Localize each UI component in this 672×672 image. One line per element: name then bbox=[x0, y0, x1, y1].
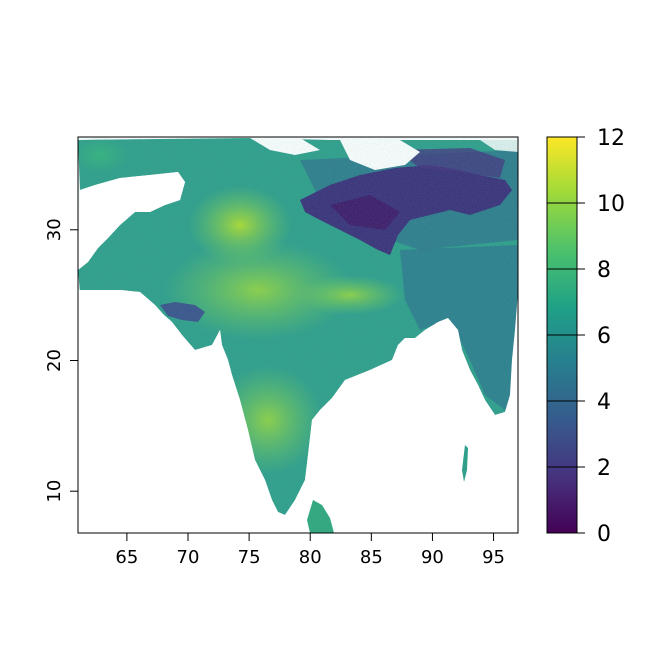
colorbar-ticks: 0 2 4 6 8 10 12 bbox=[547, 126, 625, 547]
y-axis: 10 20 30 bbox=[44, 218, 78, 503]
x-tick-label: 70 bbox=[177, 547, 200, 568]
x-tick-label: 65 bbox=[115, 547, 138, 568]
colorbar-tick-label: 6 bbox=[597, 324, 611, 349]
colorbar-tick-label: 10 bbox=[597, 192, 625, 217]
andaman bbox=[462, 445, 468, 482]
x-axis: 65 70 75 80 85 90 95 bbox=[115, 533, 505, 568]
plot-frame bbox=[77, 136, 519, 534]
x-tick-label: 90 bbox=[421, 547, 444, 568]
colorbar-tick-label: 8 bbox=[597, 258, 611, 283]
sri-lanka bbox=[307, 500, 334, 533]
x-tick-label: 85 bbox=[360, 547, 383, 568]
y-tick-label: 10 bbox=[44, 480, 65, 503]
x-tick-label: 80 bbox=[299, 547, 322, 568]
colorbar-tick-label: 0 bbox=[597, 522, 611, 547]
colorbar-tick-label: 2 bbox=[597, 456, 611, 481]
x-tick-label: 75 bbox=[238, 547, 261, 568]
raster-layer bbox=[78, 137, 518, 533]
y-tick-label: 20 bbox=[44, 349, 65, 372]
colorbar-tick-label: 4 bbox=[597, 390, 611, 415]
x-tick-label: 95 bbox=[482, 547, 505, 568]
colorbar-tick-label: 12 bbox=[597, 126, 625, 151]
y-tick-label: 30 bbox=[44, 218, 65, 241]
no-data-areas bbox=[78, 172, 518, 533]
